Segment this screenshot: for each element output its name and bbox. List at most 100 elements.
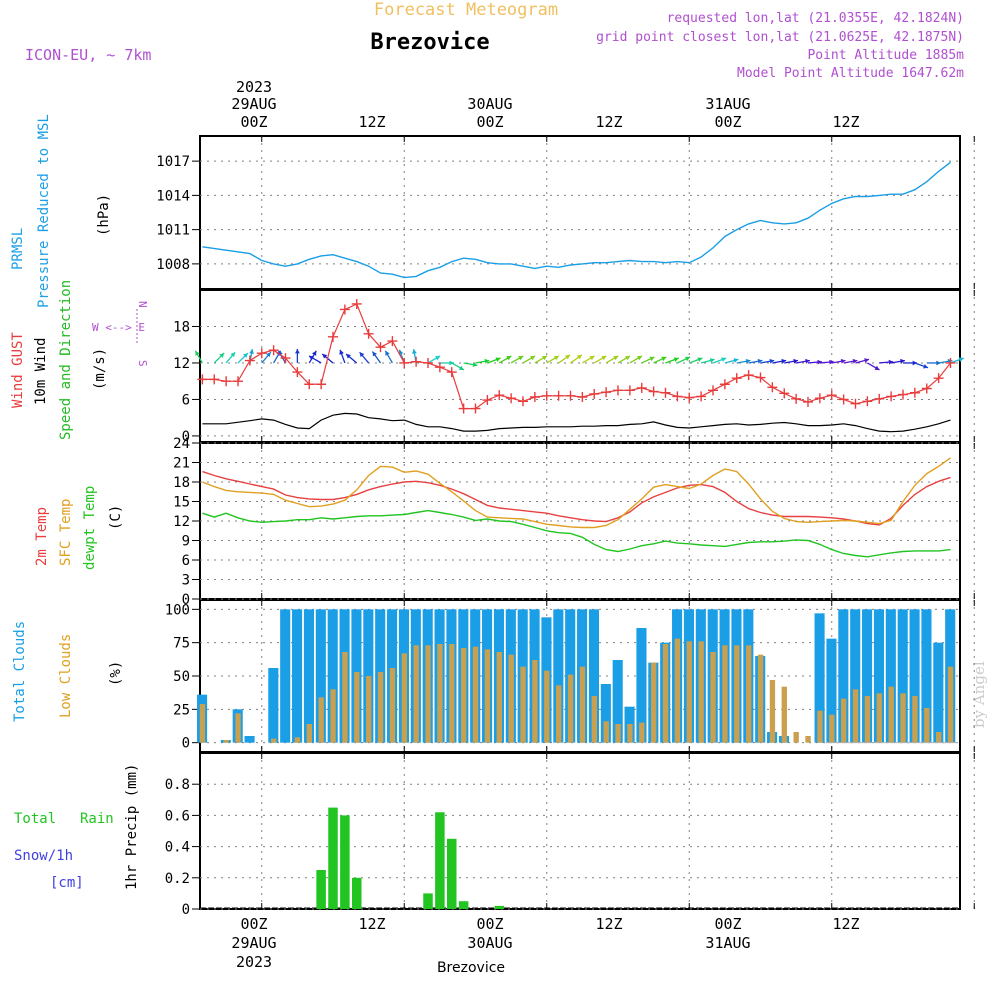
low-clouds-bar: [472, 646, 479, 743]
wind-gust-marker: [506, 393, 517, 404]
bottom-tick-date: 29AUG: [231, 934, 276, 952]
low-clouds-bar: [947, 666, 954, 743]
wind-gust-marker: [850, 398, 861, 409]
precip-total-label: Total: [14, 811, 56, 827]
wind-direction-arrow: [384, 350, 393, 364]
clouds-ytick-label: 25: [173, 702, 190, 718]
wind-gust-marker: [601, 387, 612, 398]
low-clouds-bar: [579, 666, 586, 743]
wind-direction-arrow: [914, 362, 929, 369]
wind-arrow-head: [781, 358, 787, 364]
low-clouds-bar: [615, 724, 621, 743]
low-clouds-bar: [271, 738, 277, 743]
total-clouds-bar: [909, 609, 920, 743]
wind-arrow-head: [249, 349, 254, 354]
bottom-tick-date: 30AUG: [467, 934, 512, 952]
bottom-time-axis: 00Z 29AUG 12Z 00Z 30AUG 12Z 00Z 31AUG 12…: [231, 915, 859, 952]
compass-n: N: [136, 301, 149, 308]
low-clouds-bar: [223, 740, 229, 743]
low-clouds-bar: [413, 645, 419, 743]
low-clouds-bar: [449, 644, 455, 743]
wind-direction-arrow: [700, 358, 715, 364]
total-clouds-bar: [885, 609, 896, 743]
rain-bar: [447, 838, 457, 909]
wind-direction-arrow: [736, 358, 751, 364]
total-clouds-bar: [612, 660, 623, 743]
wind-arrow-head: [398, 349, 404, 355]
low-clouds-bar: [401, 653, 407, 743]
wind-arrow-head: [266, 352, 271, 358]
wind-gust-marker: [411, 356, 422, 367]
pressure-line: [202, 161, 951, 279]
wind-direction-arrow: [522, 355, 536, 364]
low-clouds-bar: [627, 724, 633, 743]
wind-gust-marker: [470, 403, 481, 414]
wind-gust-marker: [482, 395, 493, 406]
wind-direction-arrow: [891, 358, 906, 364]
wind-gust-marker: [779, 388, 790, 399]
compass-we: W <--> E: [92, 321, 145, 334]
temp-2m-line: [202, 470, 951, 526]
low-clouds-bar: [651, 662, 657, 743]
wind-arrow-head: [589, 355, 595, 361]
low-clouds-bar: [793, 732, 799, 743]
wind-direction-arrow: [534, 355, 548, 364]
low-clouds-bar: [912, 696, 918, 743]
clouds-low-label: Low Clouds: [58, 634, 74, 718]
wind-ytick-label: 6: [182, 392, 190, 408]
wind-direction-arrow: [641, 356, 655, 364]
wind-direction-arrow: [855, 358, 870, 364]
low-clouds-bar: [805, 736, 811, 743]
wind-direction-arrow: [629, 355, 643, 364]
low-clouds-bar: [354, 672, 360, 743]
wind-gust-marker: [292, 367, 303, 378]
wind-panel-frame: [199, 289, 961, 443]
wind-arrow-head: [530, 355, 536, 361]
wind-direction-arrow: [617, 355, 631, 364]
precip-panel-frame: [199, 752, 961, 910]
wind-gust-marker: [316, 379, 327, 390]
rain-bar: [340, 815, 350, 909]
top-axis-year: 2023: [236, 78, 272, 96]
requested-coords: requested lon,lat (21.0355E, 42.1824N): [667, 11, 964, 26]
low-clouds-bar: [698, 641, 704, 743]
wind-arrow-head: [757, 358, 763, 364]
precip-ytick-label: 0: [182, 902, 190, 918]
bottom-tick-hour: 00Z: [476, 915, 503, 933]
low-clouds-bar: [389, 668, 396, 743]
clouds-total-label: Total Clouds: [12, 621, 28, 722]
low-clouds-bar: [199, 704, 206, 743]
low-clouds-bar: [864, 696, 871, 743]
wind-arrow-head: [309, 355, 314, 361]
bottom-tick-hour: 12Z: [358, 915, 385, 933]
clouds-ytick-label: 75: [173, 636, 190, 652]
total-clouds-bar: [315, 609, 326, 743]
wind-gust-marker: [708, 385, 718, 396]
rain-bar: [423, 893, 433, 909]
wind-direction-arrow: [345, 353, 358, 364]
wind-gust-line: [202, 303, 951, 410]
wind-gust-marker: [909, 387, 920, 398]
pressure-ytick-label: 1017: [156, 154, 190, 170]
temp-sfc-label: SFC Temp: [58, 499, 74, 566]
low-clouds-bar: [852, 689, 859, 743]
wind-arrow-head: [793, 358, 799, 364]
low-clouds-bar: [841, 698, 847, 743]
low-clouds-bar: [757, 654, 764, 743]
wind-arrow-head: [458, 365, 464, 370]
wind-arrow-head: [769, 358, 775, 364]
wind-gust-marker: [280, 353, 291, 364]
wind-direction-arrow: [665, 357, 679, 364]
precip-cm-label: [cm]: [50, 875, 84, 891]
low-clouds-bar: [900, 693, 906, 743]
low-clouds-bar: [330, 689, 336, 743]
bottom-axis-year: 2023: [236, 953, 272, 971]
wind-arrow-head: [888, 359, 894, 365]
rain-bar: [352, 877, 362, 909]
wind-gust-marker: [933, 373, 944, 384]
wind-arrow-head: [805, 358, 810, 364]
low-clouds-bar: [781, 686, 787, 743]
top-tick-date: 30AUG: [467, 95, 512, 113]
pressure-ytick-label: 1008: [156, 257, 190, 273]
total-clouds-bar: [303, 609, 314, 743]
